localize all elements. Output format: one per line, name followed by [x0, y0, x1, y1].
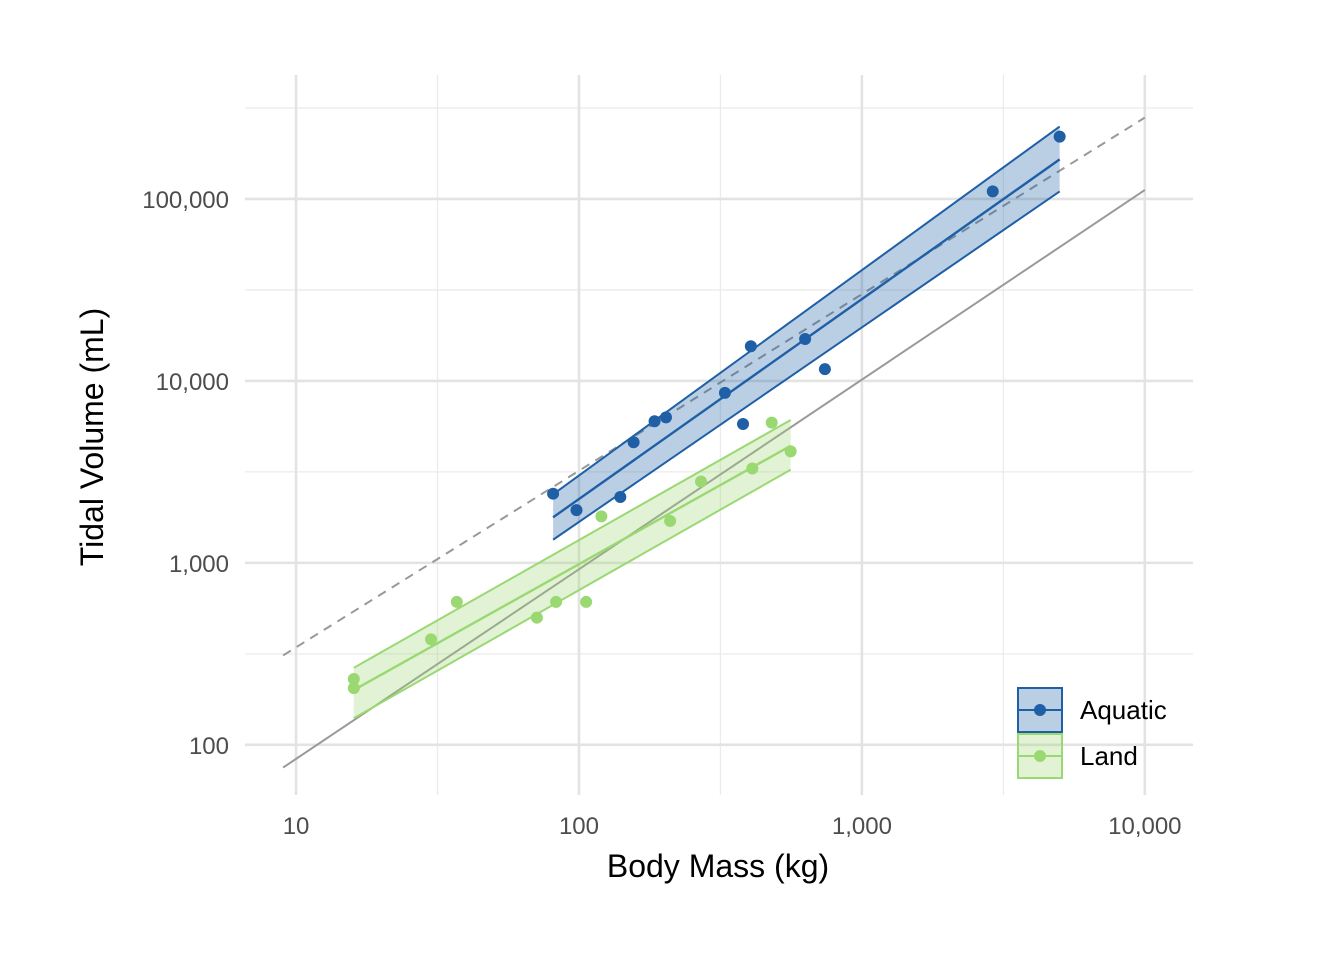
y-axis-title: Tidal Volume (mL) [74, 308, 110, 566]
data-points [347, 130, 1066, 695]
x-tick-labels: 10 100 1,000 10,000 [283, 813, 1182, 840]
land-data-point [347, 673, 360, 686]
x-axis-title: Body Mass (kg) [607, 848, 829, 884]
aquatic-data-point [659, 411, 672, 424]
y-tick-label: 100,000 [142, 187, 229, 214]
legend: Aquatic Land [1017, 687, 1167, 779]
aquatic-data-point [648, 415, 661, 428]
land-data-point [784, 445, 797, 458]
land-band-lower [353, 468, 792, 720]
land-data-point [530, 611, 543, 624]
y-tick-label: 100 [189, 733, 229, 760]
x-tick-label: 100 [559, 813, 599, 840]
aquatic-data-point [986, 185, 999, 198]
y-tick-labels: 100 1,000 10,000 100,000 [142, 187, 229, 760]
land-legend-marker [1034, 750, 1046, 762]
major-gridlines [245, 75, 1193, 795]
aquatic-legend-marker [1034, 704, 1046, 716]
x-tick-label: 10,000 [1108, 813, 1181, 840]
y-tick-label: 10,000 [156, 369, 229, 396]
land-data-point [580, 595, 593, 608]
aquatic-data-point [818, 363, 831, 376]
aquatic-legend-label: Aquatic [1080, 695, 1167, 725]
aquatic-data-point [627, 436, 640, 449]
aquatic-data-point [799, 332, 812, 345]
aquatic-band-lower [552, 190, 1061, 541]
land-data-point [425, 633, 438, 646]
minor-gridlines [245, 75, 1193, 795]
land-data-point [695, 475, 708, 488]
reference-line-solid [282, 189, 1146, 769]
aquatic-data-point [570, 504, 583, 517]
aquatic-data-point [1053, 130, 1066, 143]
land-data-point [746, 462, 759, 475]
land-data-point [595, 510, 608, 523]
x-tick-label: 10 [283, 813, 310, 840]
aquatic-data-point [718, 386, 731, 399]
land-data-point [664, 514, 677, 527]
aquatic-data-point [737, 417, 750, 430]
x-tick-label: 1,000 [832, 813, 892, 840]
land-legend-label: Land [1080, 741, 1138, 771]
land-data-point [347, 682, 360, 695]
aquatic-data-point [547, 487, 560, 500]
land-data-point [450, 595, 463, 608]
y-tick-label: 1,000 [169, 551, 229, 578]
aquatic-data-point [744, 340, 757, 353]
aquatic-band-upper [552, 125, 1061, 496]
land-data-point [765, 416, 778, 429]
aquatic-data-point [614, 491, 627, 504]
land-band-upper [353, 419, 792, 669]
reference-lines [282, 116, 1146, 769]
land-data-point [550, 595, 563, 608]
land-fit-line [353, 444, 792, 692]
